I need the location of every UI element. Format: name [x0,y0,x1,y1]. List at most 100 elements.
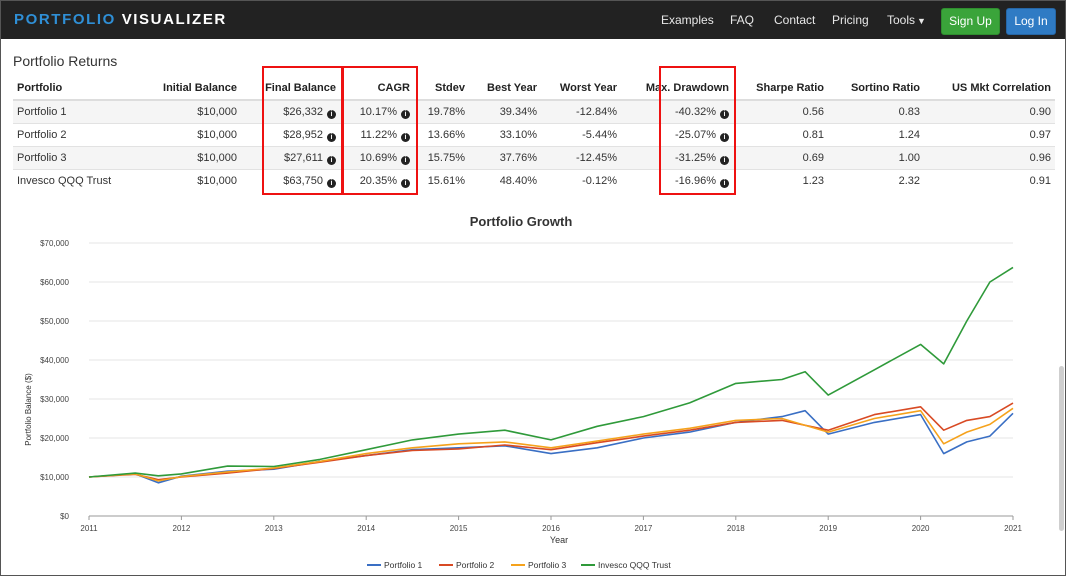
table-cell: 15.75% [414,146,469,170]
series-line-3 [88,266,1014,478]
cell-value: Invesco QQQ Trust [17,175,112,187]
table-cell: $26,332 i [241,99,340,124]
info-icon[interactable]: i [720,109,729,119]
table-cell: $27,611 i [241,146,340,170]
table-row: Invesco QQQ Trust $10,000 $63,750 i 20.35% i 1… [13,169,1055,192]
x-tick-label: 2017 [635,524,653,533]
column-header[interactable]: Stdev [414,77,469,101]
column-header[interactable]: CAGR [340,77,414,101]
info-icon[interactable]: i [401,109,410,119]
cell-value: -5.44% [582,129,617,141]
info-icon[interactable]: i [401,178,410,188]
section-title-returns: Portfolio Returns [13,53,118,69]
nav-link-tools[interactable]: Tools ▼ [887,13,926,27]
table-cell: -25.07% i [621,123,733,147]
table-row: Portfolio 1 $10,000 $26,332 i 10.17% i 19.78% 3… [13,99,1055,124]
legend-item: Portfolio 2 [456,560,495,570]
column-header[interactable]: US Mkt Correlation [924,77,1055,101]
cell-value: 15.61% [427,175,465,187]
x-tick-label: 2011 [80,524,98,533]
cell-value: 0.56 [802,106,824,118]
column-header[interactable]: Sortino Ratio [828,77,924,101]
cell-value: -16.96% [675,174,716,187]
cell-value: 2.32 [898,175,920,187]
column-header[interactable]: Max. Drawdown [621,77,733,101]
table-cell: 10.17% i [340,99,414,124]
table-cell: $28,952 i [241,123,340,147]
cell-value: 1.00 [898,152,920,164]
table-cell: Invesco QQQ Trust [13,169,148,192]
table-cell: -0.12% [541,169,621,192]
info-icon[interactable]: i [720,155,729,165]
table-cell: 0.56 [733,99,828,124]
cell-value: $10,000 [197,106,237,118]
info-icon[interactable]: i [327,109,336,119]
column-header[interactable]: Initial Balance [148,77,241,101]
column-header[interactable]: Best Year [469,77,541,101]
cell-value: 10.17% [359,105,397,118]
table-cell: 1.23 [733,169,828,192]
tools-label: Tools [887,13,916,27]
table-cell: $10,000 [148,99,241,124]
info-icon[interactable]: i [401,155,410,165]
cell-value: 0.97 [1029,129,1051,141]
cell-value: 37.76% [499,152,537,164]
cell-value: 10.69% [359,151,397,164]
nav-link-examples[interactable]: Examples [661,13,714,27]
table-row: Portfolio 3 $10,000 $27,611 i 10.69% i 15.75% 3… [13,146,1055,170]
cell-value: -12.84% [576,106,617,118]
info-icon[interactable]: i [327,132,336,142]
table-cell: 11.22% i [340,123,414,147]
brand-logo[interactable]: PORTFOLIO VISUALIZER [14,11,227,28]
table-cell: -16.96% i [621,169,733,192]
info-icon[interactable]: i [327,155,336,165]
nav-link-contact[interactable]: Contact [774,13,816,27]
cell-value: 15.75% [427,152,465,164]
cell-value: 19.78% [427,106,465,118]
table-cell: 48.40% [469,169,541,192]
table-cell: 10.69% i [340,146,414,170]
cell-value: 0.69 [802,152,824,164]
nav-link-faq[interactable]: FAQ [730,13,755,27]
table-cell: 0.81 [733,123,828,147]
table-cell: -12.84% [541,99,621,124]
table-cell: 15.61% [414,169,469,192]
table-cell: Portfolio 1 [13,99,148,124]
table-cell: $10,000 [148,169,241,192]
column-header[interactable]: Final Balance [241,77,340,101]
cell-value: $26,332 [283,105,323,118]
info-icon[interactable]: i [720,132,729,142]
y-tick-label: $0 [60,512,69,521]
column-header[interactable]: Portfolio [13,77,148,101]
scrollbar-thumb[interactable] [1059,366,1064,531]
cell-value: $10,000 [197,175,237,187]
caret-down-icon: ▼ [917,16,926,26]
table-cell: -31.25% i [621,146,733,170]
cell-value: Portfolio 2 [17,129,67,141]
cell-value: $28,952 [283,128,323,141]
column-header[interactable]: Sharpe Ratio [733,77,828,101]
table-cell: 1.00 [828,146,924,170]
cell-value: 13.66% [427,129,465,141]
table-cell: 2.32 [828,169,924,192]
table-cell: 0.97 [924,123,1055,147]
y-tick-label: $70,000 [40,239,69,248]
table-cell: 39.34% [469,99,541,124]
table-cell: -40.32% i [621,99,733,124]
column-header[interactable]: Worst Year [541,77,621,101]
table-cell: 20.35% i [340,169,414,192]
table-row: Portfolio 2 $10,000 $28,952 i 11.22% i 13.66% 3… [13,123,1055,147]
signup-button[interactable]: Sign Up [941,8,1000,35]
nav-link-pricing[interactable]: Pricing [832,13,869,27]
table-cell: $10,000 [148,146,241,170]
info-icon[interactable]: i [720,178,729,188]
info-icon[interactable]: i [401,132,410,142]
table-cell: 19.78% [414,99,469,124]
info-icon[interactable]: i [327,178,336,188]
login-button[interactable]: Log In [1006,8,1056,35]
x-tick-label: 2021 [1004,524,1022,533]
y-tick-label: $50,000 [40,317,69,326]
cell-value: 0.83 [898,106,920,118]
table-cell: $10,000 [148,123,241,147]
cell-value: $27,611 [284,151,323,164]
